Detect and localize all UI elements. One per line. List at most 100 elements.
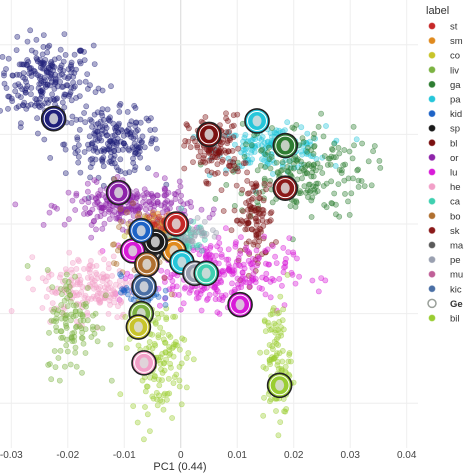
scatter-point <box>152 136 159 143</box>
legend-marker <box>428 22 436 30</box>
scatter-point <box>329 146 336 153</box>
scatter-point <box>67 292 73 298</box>
legend-item[interactable]: liv <box>428 65 459 76</box>
scatter-point <box>240 261 247 268</box>
scatter-point <box>26 70 32 77</box>
scatter-point <box>89 276 95 283</box>
scatter-point <box>365 158 372 165</box>
legend-item[interactable]: st <box>428 22 458 33</box>
legend-item[interactable]: kid <box>428 109 462 120</box>
scatter-point <box>93 269 99 276</box>
organ-icon <box>280 182 290 194</box>
centroid-marker <box>134 251 160 278</box>
legend-item[interactable]: he <box>428 182 461 193</box>
scatter-point <box>190 159 196 165</box>
scatter-point <box>24 263 31 269</box>
scatter-point <box>53 318 60 325</box>
scatter-point <box>242 141 249 148</box>
scatter-point <box>73 66 79 73</box>
centroid-marker <box>266 372 293 399</box>
scatter-point <box>225 246 232 253</box>
scatter-point <box>1 80 8 87</box>
legend-item[interactable]: lu <box>428 168 457 179</box>
scatter-point <box>104 106 111 113</box>
scatter-point <box>130 206 137 213</box>
scatter-point <box>72 207 79 213</box>
centroid-ring <box>122 240 143 261</box>
scatter-point <box>20 70 27 76</box>
legend-item[interactable]: ma <box>428 241 464 252</box>
legend-item[interactable]: pe <box>428 255 461 266</box>
scatter-point <box>204 167 211 174</box>
scatter-point <box>24 57 31 63</box>
scatter-point <box>87 174 93 181</box>
scatter-point <box>201 233 208 240</box>
scatter-point <box>72 349 79 356</box>
legend-item[interactable]: Ge <box>427 298 463 310</box>
scatter-point <box>328 146 335 152</box>
scatter-point <box>27 27 34 34</box>
legend-item[interactable]: ga <box>428 80 461 91</box>
organ-icon <box>275 379 285 391</box>
scatter-point <box>165 331 172 338</box>
scatter-point <box>264 246 271 253</box>
scatter-point <box>74 279 81 286</box>
scatter-point <box>353 136 360 143</box>
legend-item[interactable]: bil <box>428 314 460 325</box>
legend-marker <box>428 110 436 118</box>
legend-item[interactable]: or <box>428 153 458 164</box>
scatter-point <box>116 277 123 284</box>
legend-item[interactable]: mu <box>428 270 463 281</box>
scatter-point <box>218 251 225 258</box>
scatter-point <box>103 273 110 280</box>
scatter-point <box>9 98 16 104</box>
scatter-point <box>110 291 116 298</box>
scatter-point <box>189 135 196 142</box>
scatter-point <box>252 228 259 235</box>
legend-label: ga <box>450 80 461 91</box>
scatter-point <box>92 310 99 317</box>
legend-item[interactable]: sk <box>428 226 460 237</box>
scatter-point <box>261 394 267 401</box>
scatter-point <box>72 344 79 351</box>
legend-item[interactable]: sm <box>428 36 463 47</box>
scatter-point <box>308 214 315 220</box>
scatter-point <box>155 376 162 383</box>
scatter-point <box>93 226 99 233</box>
legend-item[interactable]: bo <box>428 211 461 222</box>
scatter-point <box>211 283 218 290</box>
scatter-point <box>82 205 89 212</box>
legend[interactable]: label st sm co liv ga pa kid sp bl or lu he ca bo sk ma… <box>426 5 464 325</box>
organ-icon <box>252 115 262 127</box>
scatter-point <box>297 148 304 155</box>
scatter-point <box>183 121 190 128</box>
scatter-point <box>257 162 264 169</box>
scatter-point <box>185 125 192 132</box>
scatter-point <box>117 156 124 163</box>
legend-item[interactable]: pa <box>428 95 461 106</box>
scatter-point <box>174 342 181 349</box>
scatter-point <box>267 294 274 301</box>
scatter-point <box>256 254 262 261</box>
scatter-point <box>170 380 177 386</box>
scatter-point <box>248 142 255 149</box>
scatter-point <box>69 197 76 204</box>
scatter-point <box>105 265 112 272</box>
scatter-point <box>87 269 93 276</box>
legend-item[interactable]: bl <box>428 138 457 149</box>
scatter-point <box>178 192 184 199</box>
scatter-point <box>276 275 283 282</box>
scatter-point <box>281 127 288 134</box>
scatter-point <box>55 307 62 314</box>
scatter-point <box>234 281 241 288</box>
legend-item[interactable]: kic <box>428 284 462 295</box>
scatter-point <box>108 158 114 165</box>
legend-item[interactable]: ca <box>428 197 461 208</box>
scatter-point <box>74 136 81 143</box>
centroid-marker <box>125 314 152 340</box>
legend-item[interactable]: sp <box>428 124 460 135</box>
organ-icon <box>150 236 160 248</box>
legend-item[interactable]: co <box>428 51 460 62</box>
scatter-point <box>58 315 65 322</box>
scatter-point <box>336 166 343 173</box>
